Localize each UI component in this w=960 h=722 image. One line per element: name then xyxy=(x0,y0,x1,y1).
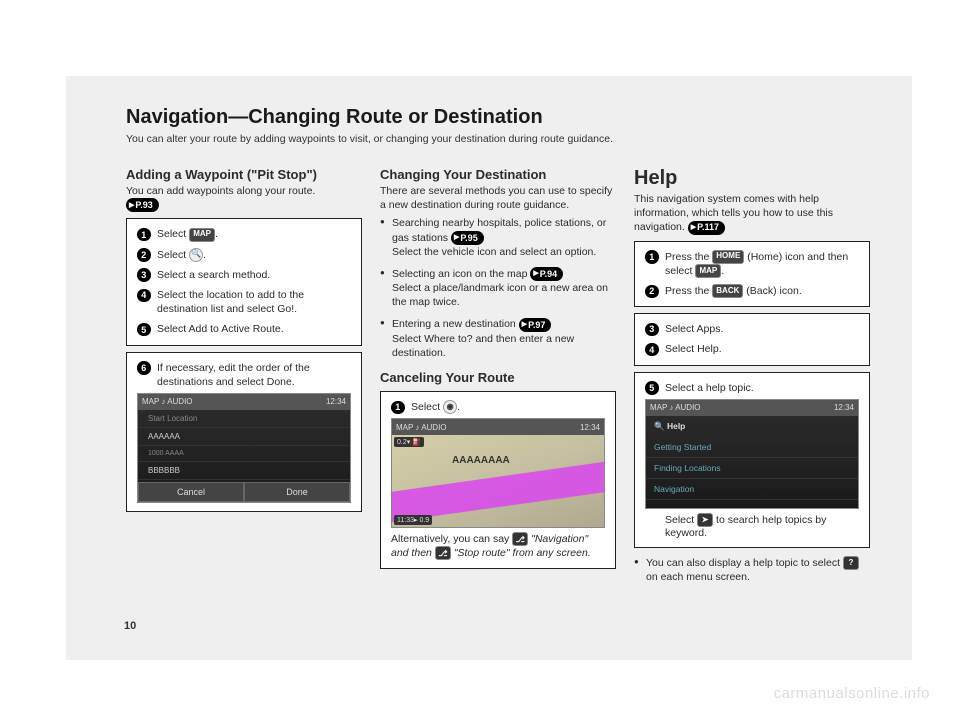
help-step-5: 5Select a help topic. xyxy=(645,381,859,395)
waypoint-heading: Adding a Waypoint ("Pit Stop") xyxy=(126,167,362,182)
step-1: 1 Select MAP. xyxy=(137,227,351,241)
help-step-3: 3Select Apps. xyxy=(645,322,859,336)
columns: Adding a Waypoint ("Pit Stop") You can a… xyxy=(126,167,888,592)
waypoint-desc-text: You can add waypoints along your route. xyxy=(126,185,315,197)
help-heading: Help xyxy=(634,167,870,190)
map-icon: MAP xyxy=(189,228,215,242)
stop-icon: ◉ xyxy=(443,400,457,414)
dest-desc: There are several methods you can use to… xyxy=(380,184,616,212)
page-body: Navigation—Changing Route or Destination… xyxy=(66,76,912,660)
map-icon-2: MAP xyxy=(695,264,721,278)
pageref-95[interactable]: P.95 xyxy=(451,231,484,245)
back-button-icon: BACK xyxy=(712,284,743,298)
waypoint-step6-box: 6If necessary, edit the order of the des… xyxy=(126,352,362,512)
dest-bullet-3: Entering a new destination P.97 Select W… xyxy=(380,317,616,360)
voice-icon: ⎇ xyxy=(512,532,528,546)
cancel-step-1: 1 Select ◉. xyxy=(391,400,605,414)
col-waypoint: Adding a Waypoint ("Pit Stop") You can a… xyxy=(126,167,362,592)
question-icon: ? xyxy=(843,556,859,570)
cancel-heading: Canceling Your Route xyxy=(380,370,616,385)
pageref-93[interactable]: P.93 xyxy=(126,198,159,212)
help-step-2: 2 Press the BACK (Back) icon. xyxy=(645,284,859,298)
page-title: Navigation—Changing Route or Destination xyxy=(126,106,888,129)
help-desc: This navigation system comes with help i… xyxy=(634,192,870,235)
step-2: 2 Select 🔍. xyxy=(137,248,351,262)
col-help: Help This navigation system comes with h… xyxy=(634,167,870,592)
search-arrow-icon: ➤ xyxy=(697,513,713,527)
help-screenshot: MAP ♪ AUDIO12:34 🔍 Help Getting Started … xyxy=(645,399,859,509)
help-box-2: 3Select Apps. 4Select Help. xyxy=(634,313,870,365)
page-number: 10 xyxy=(124,620,136,632)
help-box-3: 5Select a help topic. MAP ♪ AUDIO12:34 🔍… xyxy=(634,372,870,548)
voice-icon-2: ⎇ xyxy=(435,546,451,560)
step-6: 6If necessary, edit the order of the des… xyxy=(137,361,351,389)
cancel-voice-alt: Alternatively, you can say ⎇ "Navigation… xyxy=(391,532,605,560)
waypoint-desc: You can add waypoints along your route. … xyxy=(126,184,362,212)
dest-heading: Changing Your Destination xyxy=(380,167,616,182)
watermark: carmanualsonline.info xyxy=(774,685,930,702)
help-step-4: 4Select Help. xyxy=(645,342,859,356)
help-box-1: 1 Press the HOME (Home) icon and then se… xyxy=(634,241,870,308)
step-3: 3Select a search method. xyxy=(137,268,351,282)
home-button-icon: HOME xyxy=(712,250,744,264)
page-lead: You can alter your route by adding waypo… xyxy=(126,133,888,145)
waypoint-steps-box: 1 Select MAP. 2 Select 🔍. 3Select a sear… xyxy=(126,218,362,345)
col-destination: Changing Your Destination There are seve… xyxy=(380,167,616,592)
dest-bullet-1: Searching nearby hospitals, police stati… xyxy=(380,216,616,259)
search-icon: 🔍 xyxy=(189,248,203,262)
cancel-box: 1 Select ◉. MAP ♪ AUDIO12:34 AAAAAAAA 0.… xyxy=(380,391,616,569)
cancel-screenshot: MAP ♪ AUDIO12:34 AAAAAAAA 0.2▾ ⛽ 11:33▸ … xyxy=(391,418,605,528)
step-4: 4Select the location to add to the desti… xyxy=(137,288,351,316)
step-5: 5Select Add to Active Route. xyxy=(137,322,351,336)
waypoint-screenshot: MAP ♪ AUDIO12:34 Start Location AAAAAA 1… xyxy=(137,393,351,503)
help-bullet: You can also display a help topic to sel… xyxy=(634,556,870,584)
pageref-97[interactable]: P.97 xyxy=(519,318,552,332)
dest-bullet-2: Selecting an icon on the map P.94 Select… xyxy=(380,267,616,310)
pageref-94[interactable]: P.94 xyxy=(530,267,563,281)
help-search-note: Select ➤ to search help topics by keywor… xyxy=(645,513,859,539)
help-step-1: 1 Press the HOME (Home) icon and then se… xyxy=(645,250,859,278)
pageref-117[interactable]: P.117 xyxy=(688,221,725,235)
